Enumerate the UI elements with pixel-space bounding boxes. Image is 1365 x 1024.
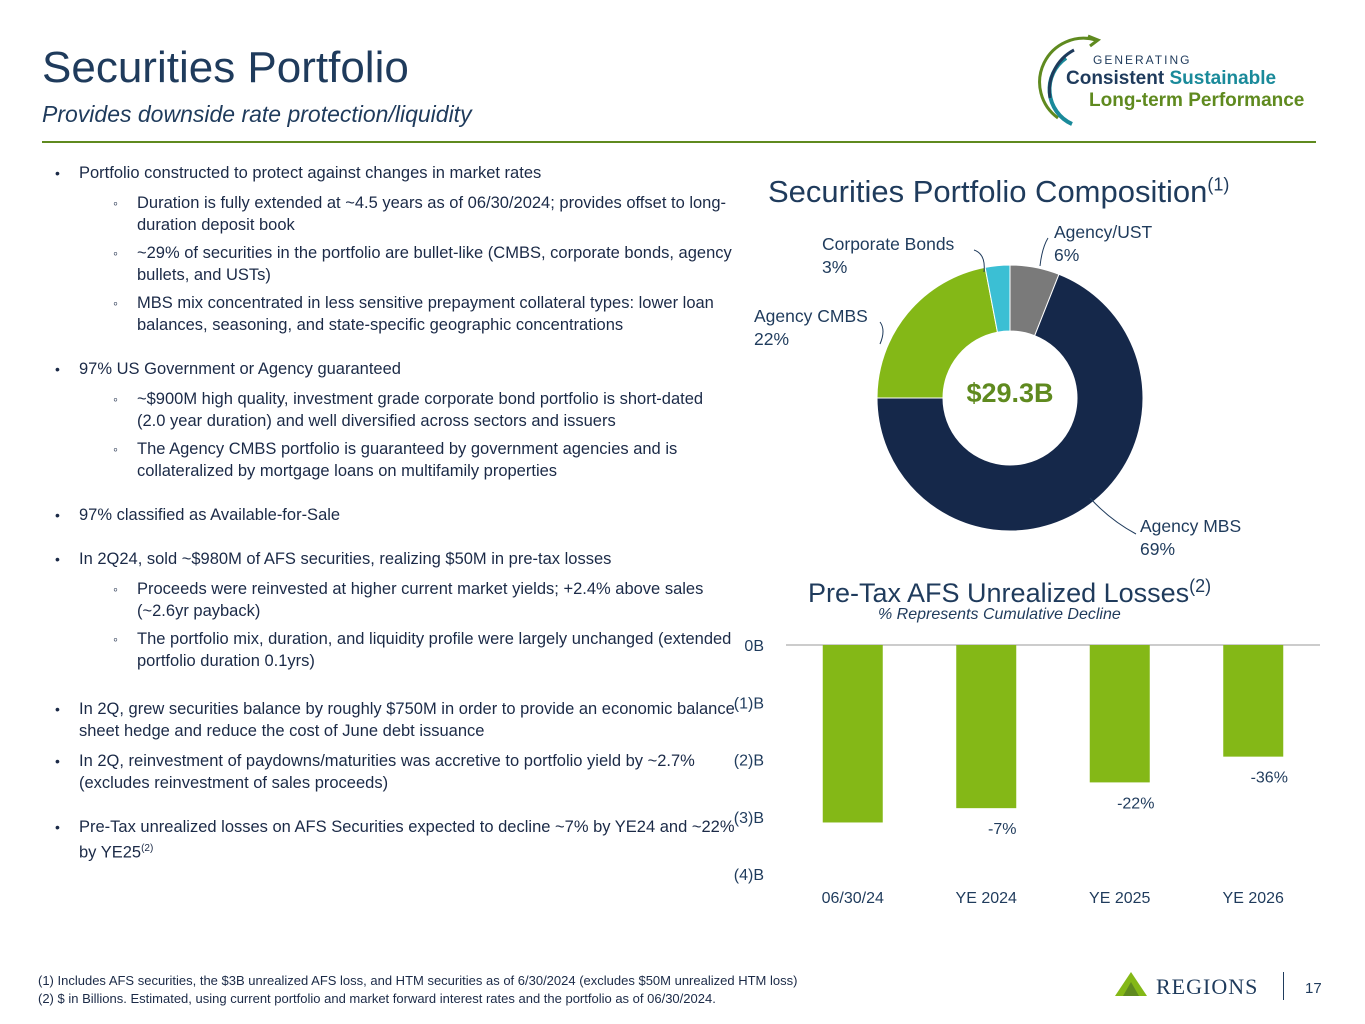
bullet-item: 97% US Government or Agency guaranteed: [55, 358, 735, 380]
bullet-text: MBS mix concentrated in less sensitive p…: [137, 294, 714, 334]
donut-slice-agency-cmbs: [876, 266, 999, 399]
donut-slice-label: Corporate Bonds: [822, 234, 955, 254]
bullet-text: The portfolio mix, duration, and liquidi…: [137, 630, 732, 670]
bullet-text: In 2Q, grew securities balance by roughl…: [79, 700, 735, 740]
bar-ye-2026: [1223, 645, 1284, 757]
composition-donut-chart: Agency/UST 6% Agency MBS 69% Agency CMBS 22% C…: [754, 222, 1241, 559]
x-tick-label: YE 2025: [1089, 890, 1150, 907]
bar-data-label: -7%: [988, 821, 1016, 838]
x-tick-label: YE 2024: [956, 890, 1017, 907]
bar-data-label: -36%: [1251, 770, 1288, 787]
logo-tagline-line2: Long-term Performance: [1089, 90, 1305, 111]
donut-slice-label: Agency MBS: [1140, 516, 1241, 536]
logo-word-sustainable: Sustainable: [1169, 68, 1277, 89]
composition-chart-title: Securities Portfolio Composition(1): [768, 174, 1230, 209]
bar-ye-2024: [956, 645, 1017, 809]
bullet-text: Portfolio constructed to protect against…: [79, 164, 542, 182]
donut-slice-value: 69%: [1140, 539, 1175, 559]
bullet-text: In 2Q24, sold ~$980M of AFS securities, …: [79, 550, 612, 568]
donut-leader-line: [1089, 497, 1137, 535]
page-number: 17: [1305, 980, 1322, 997]
bullet-text: The Agency CMBS portfolio is guaranteed …: [137, 440, 678, 480]
footnotes: (1) Includes AFS securities, the $3B unr…: [38, 972, 797, 1008]
bullet-list: Portfolio constructed to protect against…: [55, 162, 735, 864]
afs-bar-chart: 0B (1)B (2)B (3)B (4)B 06/30/24 YE 2024 -7% YE 2…: [734, 638, 1320, 907]
bar-data-label: -22%: [1117, 795, 1154, 812]
donut-leader-line: [1039, 237, 1049, 267]
title-divider: [42, 141, 1316, 143]
donut-leader-line: [973, 249, 985, 273]
regions-leaf-icon: [1115, 972, 1147, 996]
bullet-item: In 2Q24, sold ~$980M of AFS securities, …: [55, 548, 735, 570]
bar-06-30-24: [822, 645, 883, 823]
bullet-item: In 2Q, reinvestment of paydowns/maturiti…: [55, 750, 735, 794]
afs-chart-title: Pre-Tax AFS Unrealized Losses(2): [808, 576, 1212, 608]
regions-brand: REGIONS: [1156, 974, 1259, 999]
sub-bullet-item: The portfolio mix, duration, and liquidi…: [55, 628, 735, 672]
footnote-2: (2) $ in Billions. Estimated, using curr…: [38, 991, 716, 1006]
bullet-text: In 2Q, reinvestment of paydowns/maturiti…: [79, 752, 695, 792]
x-tick-label: 06/30/24: [822, 890, 884, 907]
logo-tagline-line1: Consistent Sustainable: [1066, 68, 1276, 90]
donut-slice-agency-mbs: [876, 273, 1144, 532]
bullet-text: ~$900M high quality, investment grade co…: [137, 390, 704, 430]
footer-separator: [1283, 972, 1284, 1000]
y-tick-label: (3)B: [734, 810, 764, 827]
bullet-item: Portfolio constructed to protect against…: [55, 162, 735, 184]
donut-slice-value: 6%: [1054, 245, 1079, 265]
y-tick-label: (2)B: [734, 753, 764, 770]
bullet-text: Duration is fully extended at ~4.5 years…: [137, 194, 727, 234]
y-tick-label: (1)B: [734, 695, 764, 712]
donut-slice-value: 3%: [822, 257, 847, 277]
logo-generating-text: GENERATING: [1093, 53, 1192, 67]
y-tick-label: 0B: [744, 638, 764, 655]
donut-leader-line: [879, 321, 884, 345]
donut-slice-corporate-bonds: [984, 264, 1011, 333]
logo-word-consistent: Consistent: [1066, 68, 1165, 89]
sub-bullet-item: Proceeds were reinvested at higher curre…: [55, 578, 735, 622]
donut-slice-label: Agency/UST: [1054, 222, 1153, 242]
consistent-performance-logo-icon: [1038, 34, 1102, 126]
sub-bullet-item: The Agency CMBS portfolio is guaranteed …: [55, 438, 735, 482]
donut-center-total: $29.3B: [966, 378, 1054, 408]
bullet-text: ~29% of securities in the portfolio are …: [137, 244, 732, 284]
footnote-1: (1) Includes AFS securities, the $3B unr…: [38, 973, 798, 988]
bullet-item: 97% classified as Available-for-Sale: [55, 504, 735, 526]
afs-chart-subtitle: % Represents Cumulative Decline: [878, 606, 1121, 623]
bullet-text: 97% classified as Available-for-Sale: [79, 506, 341, 524]
bullet-text: 97% US Government or Agency guaranteed: [79, 360, 401, 378]
bullet-footnote-ref: (2): [141, 843, 154, 854]
donut-slice-value: 22%: [754, 329, 789, 349]
sub-bullet-item: MBS mix concentrated in less sensitive p…: [55, 292, 735, 336]
page-title: Securities Portfolio: [42, 43, 409, 92]
x-tick-label: YE 2026: [1223, 890, 1284, 907]
sub-bullet-item: Duration is fully extended at ~4.5 years…: [55, 192, 735, 236]
bar-ye-2025: [1089, 645, 1150, 783]
y-tick-label: (4)B: [734, 867, 764, 884]
bullet-text: Proceeds were reinvested at higher curre…: [137, 580, 704, 620]
sub-bullet-item: ~29% of securities in the portfolio are …: [55, 242, 735, 286]
bullet-item: Pre-Tax unrealized losses on AFS Securit…: [55, 816, 735, 864]
bullet-text: Pre-Tax unrealized losses on AFS Securit…: [79, 818, 735, 862]
sub-bullet-item: ~$900M high quality, investment grade co…: [55, 388, 735, 432]
bullet-item: In 2Q, grew securities balance by roughl…: [55, 698, 735, 742]
donut-slice-label: Agency CMBS: [754, 306, 868, 326]
page-subtitle: Provides downside rate protection/liquid…: [42, 101, 472, 127]
